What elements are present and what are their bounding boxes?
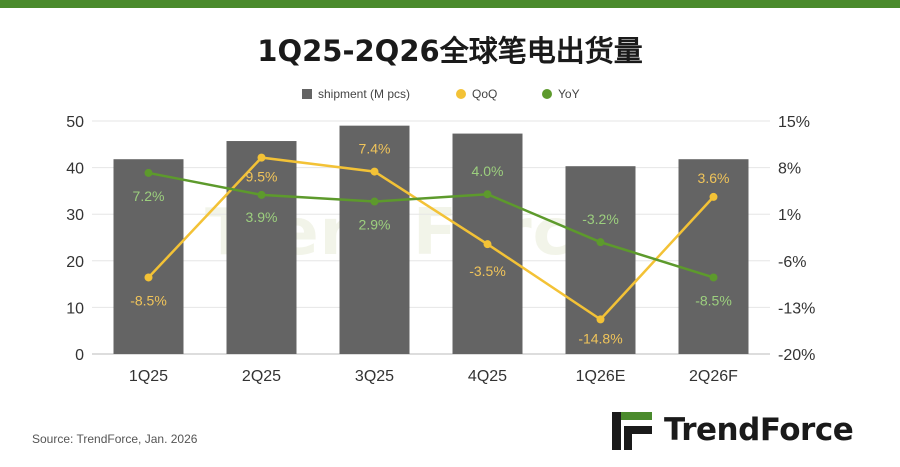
bar xyxy=(226,141,297,354)
legend-label: YoY xyxy=(558,87,580,101)
y-tick-label: 30 xyxy=(66,207,84,224)
qoq-data-label: 7.4% xyxy=(359,141,391,157)
legend-label: QoQ xyxy=(472,87,497,101)
axis-ticks: 0 10 20 30 40 50 -20% -13% -6% 1% 8% 15% 1Q25 2Q25 3Q2… xyxy=(66,114,815,385)
y2-tick-label: 15% xyxy=(778,114,810,131)
bar xyxy=(565,166,636,354)
yoy-line xyxy=(148,171,714,279)
line-series xyxy=(144,153,718,324)
yoy-data-label: -3.2% xyxy=(582,211,619,227)
qoq-point xyxy=(257,153,266,162)
y2-tick-label: -13% xyxy=(778,300,815,317)
bar-series xyxy=(113,125,749,354)
yoy-data-label: 7.2% xyxy=(133,188,165,204)
yoy-point xyxy=(144,168,153,177)
yoy-point xyxy=(709,273,718,282)
x-tick-label: 2Q26F xyxy=(689,368,738,385)
y-tick-label: 0 xyxy=(75,347,84,364)
source-note: Source: TrendForce, Jan. 2026 xyxy=(32,432,198,446)
y2-tick-label: -6% xyxy=(778,254,806,271)
yoy-data-label: 3.9% xyxy=(246,209,278,225)
qoq-point xyxy=(370,167,379,176)
legend-swatch xyxy=(456,89,466,99)
y-tick-label: 40 xyxy=(66,161,84,178)
gridlines xyxy=(92,120,770,355)
bar xyxy=(339,125,410,354)
legend-swatch xyxy=(542,89,552,99)
y2-tick-label: -20% xyxy=(778,347,815,364)
y2-tick-label: 8% xyxy=(778,161,801,178)
y-tick-label: 10 xyxy=(66,300,84,317)
x-tick-label: 1Q26E xyxy=(576,368,626,385)
y-tick-label: 50 xyxy=(66,114,84,131)
yoy-point xyxy=(257,190,266,199)
qoq-data-label: -8.5% xyxy=(130,292,167,308)
x-tick-label: 4Q25 xyxy=(468,368,507,385)
qoq-data-label: -3.5% xyxy=(469,263,506,279)
trendforce-logo-icon xyxy=(612,412,652,450)
legend: shipment (M pcs) QoQ YoY xyxy=(302,87,580,101)
x-tick-label: 1Q25 xyxy=(129,368,168,385)
yoy-point xyxy=(596,238,605,247)
yoy-point xyxy=(483,190,492,199)
qoq-data-label: 3.6% xyxy=(698,170,730,186)
x-tick-label: 3Q25 xyxy=(355,368,394,385)
x-tick-label: 2Q25 xyxy=(242,368,281,385)
qoq-line xyxy=(147,156,715,322)
brand-logo: TrendForce xyxy=(612,410,882,454)
yoy-data-label: -8.5% xyxy=(695,292,732,308)
qoq-data-label: 9.5% xyxy=(246,169,278,185)
qoq-data-label: -14.8% xyxy=(578,330,622,346)
qoq-point xyxy=(483,240,492,249)
qoq-point xyxy=(596,315,605,324)
yoy-data-label: 4.0% xyxy=(472,163,504,179)
bar xyxy=(113,159,184,354)
chart-title: 1Q25-2Q26全球笔电出货量 xyxy=(257,34,643,68)
yoy-data-label: 2.9% xyxy=(359,217,391,233)
yoy-point xyxy=(370,197,379,206)
brand-name: TrendForce xyxy=(664,412,854,448)
qoq-point xyxy=(709,192,718,201)
legend-swatch xyxy=(302,89,312,99)
legend-label: shipment (M pcs) xyxy=(318,87,410,101)
top-accent-bar xyxy=(0,0,900,8)
data-labels: -8.5% 9.5% 7.4% -3.5% -14.8% 3.6% 7.2% 3.9% 2.9%… xyxy=(130,141,732,347)
bar xyxy=(678,159,749,354)
y-tick-label: 20 xyxy=(66,254,84,271)
qoq-point xyxy=(144,273,153,282)
y2-tick-label: 1% xyxy=(778,207,801,224)
